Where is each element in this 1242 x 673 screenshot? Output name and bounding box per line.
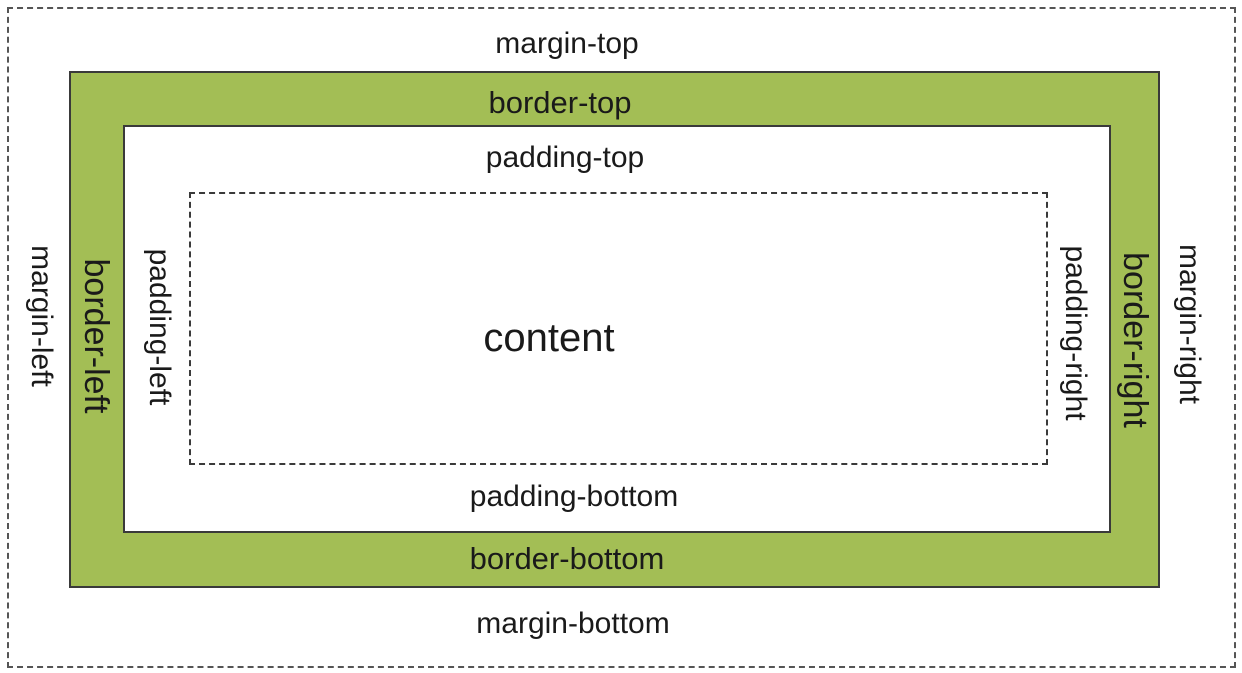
border-top-label: border-top bbox=[488, 85, 632, 120]
padding-left-label: padding-left bbox=[143, 248, 176, 406]
margin-top-label: margin-top bbox=[495, 27, 639, 60]
border-bottom-label: border-bottom bbox=[469, 541, 665, 576]
border-left-label: border-left bbox=[77, 258, 115, 414]
margin-left-label: margin-left bbox=[25, 245, 58, 387]
content-label: content bbox=[483, 316, 615, 360]
padding-bottom-label: padding-bottom bbox=[469, 480, 679, 513]
content-area bbox=[189, 192, 1048, 465]
border-right-label: border-right bbox=[1116, 252, 1154, 428]
padding-right-label: padding-right bbox=[1059, 245, 1092, 421]
margin-bottom-label: margin-bottom bbox=[476, 607, 670, 640]
margin-right-label: margin-right bbox=[1173, 243, 1206, 405]
padding-top-label: padding-top bbox=[485, 141, 645, 174]
